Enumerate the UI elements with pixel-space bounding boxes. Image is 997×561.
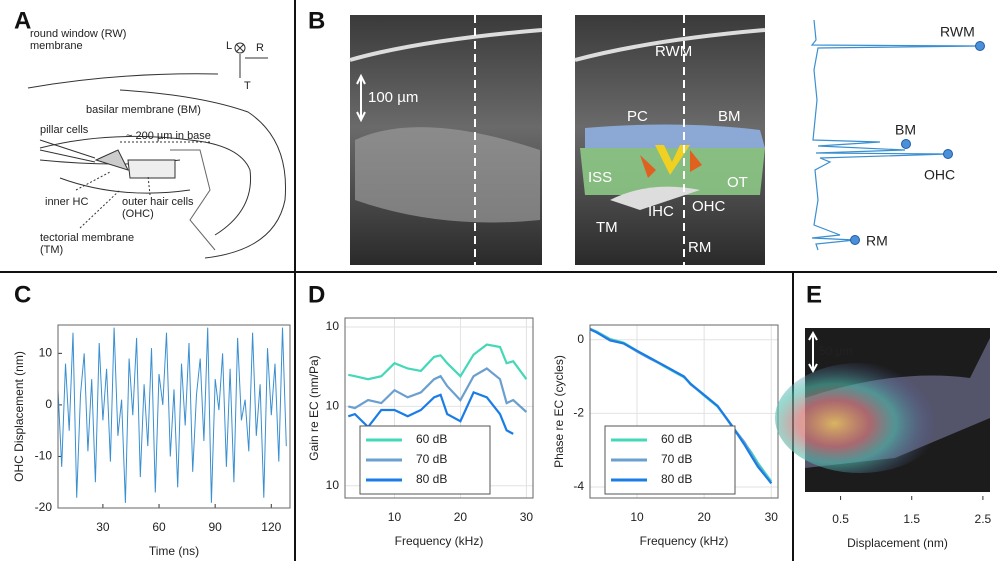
y-tick-label: 10 — [39, 346, 53, 360]
x-axis-label: Displacement (nm) — [847, 536, 948, 550]
plot-frame — [57, 324, 291, 509]
plot-frame — [344, 317, 534, 499]
region-bm — [585, 124, 765, 148]
x-axis-label: Time (ns) — [149, 544, 199, 558]
x-tick-label: 10 — [388, 510, 402, 524]
y-axis-label: OHC Displacement (nm) — [12, 351, 26, 482]
structure-label: RM — [688, 239, 711, 256]
panel-label: E — [806, 281, 822, 308]
x-axis-label: Frequency (kHz) — [640, 534, 729, 548]
y-tick-label: 0 — [45, 397, 52, 411]
diagram-label: ~ 200 µm in base — [126, 130, 211, 142]
series-line — [57, 327, 287, 503]
x-tick-label: 1.5 — [903, 512, 920, 526]
y-tick-label: 10 — [326, 399, 340, 413]
diagram-label: tectorial membrane — [40, 232, 134, 244]
scale-bar-label: 50 µm — [819, 344, 853, 358]
compass-label: T — [244, 80, 251, 92]
diagram-label: (TM) — [40, 244, 63, 256]
scale-bar — [808, 330, 818, 374]
y-axis-label: Gain re EC (nm/Pa) — [307, 355, 321, 460]
peak-label: BM — [895, 122, 916, 138]
x-tick-label: 30 — [520, 510, 534, 524]
image-feature — [355, 127, 540, 223]
structure-label: IHC — [648, 203, 674, 220]
intensity-profile — [810, 19, 981, 251]
legend-label: 60 dB — [416, 432, 447, 446]
panel-label: D — [308, 281, 325, 308]
x-tick-label: 20 — [697, 510, 711, 524]
x-tick-label: 30 — [765, 510, 779, 524]
legend-label: 80 dB — [416, 472, 447, 486]
cochlea-diagram — [27, 42, 287, 259]
image-feature — [349, 28, 543, 62]
structure-label: RWM — [655, 43, 692, 60]
legend-label: 70 dB — [416, 452, 447, 466]
diagram-label: basilar membrane (BM) — [86, 104, 201, 116]
legend-label: 80 dB — [661, 472, 692, 486]
panel-label: C — [14, 281, 31, 308]
pillar-cells — [655, 145, 690, 175]
legend-label: 60 dB — [661, 432, 692, 446]
y-tick-label: -20 — [35, 500, 53, 514]
diagram-label: inner HC — [45, 196, 88, 208]
structure-label: PC — [627, 108, 648, 125]
structure-label: OT — [727, 174, 748, 191]
peak-label: OHC — [924, 167, 955, 183]
panel-label: B — [308, 7, 325, 34]
x-tick-label: 90 — [208, 520, 222, 534]
series-line — [348, 367, 528, 413]
diagram-label: round window (RW) — [30, 28, 126, 40]
tectorial — [610, 186, 700, 210]
y-tick-label: 10 — [326, 319, 340, 333]
scale-bar-label: 100 µm — [368, 89, 418, 106]
y-axis-label: Phase re EC (cycles) — [552, 355, 566, 468]
y-tick-label: 10 — [326, 478, 340, 492]
y-tick-label: -2 — [573, 406, 584, 420]
x-tick-label: 10 — [630, 510, 644, 524]
x-tick-label: 60 — [152, 520, 166, 534]
y-tick-label: -4 — [573, 479, 584, 493]
y-tick-label: -10 — [35, 449, 53, 463]
x-tick-label: 0.5 — [832, 512, 849, 526]
diagram-label: pillar cells — [40, 124, 89, 136]
profile-peaks — [850, 41, 985, 245]
diagram-label: outer hair cells — [122, 196, 194, 208]
x-tick-label: 30 — [96, 520, 110, 534]
region-ot — [580, 148, 765, 195]
structure-label: OHC — [692, 198, 726, 215]
series-line — [347, 391, 514, 435]
structure-label: ISS — [588, 169, 612, 186]
x-tick-label: 20 — [454, 510, 468, 524]
diagram-label: (OHC) — [122, 208, 154, 220]
diagram-label: membrane — [30, 40, 83, 52]
peak-label: RM — [866, 233, 888, 249]
x-axis-label: Frequency (kHz) — [395, 534, 484, 548]
peak-label: RWM — [940, 24, 975, 40]
image-feature — [574, 28, 766, 62]
y-tick-label: 0 — [577, 332, 584, 346]
legend-label: 70 dB — [661, 452, 692, 466]
structure-label: BM — [718, 108, 741, 125]
structure-label: TM — [596, 219, 618, 236]
compass-label: R — [256, 42, 264, 54]
compass-label: L — [226, 40, 232, 52]
scale-bar — [356, 73, 366, 123]
displacement-map — [775, 363, 945, 473]
panel-label: A — [14, 7, 31, 34]
x-tick-label: 2.5 — [975, 512, 992, 526]
x-tick-label: 120 — [261, 520, 281, 534]
series-line — [589, 328, 773, 484]
series-line — [348, 343, 528, 381]
